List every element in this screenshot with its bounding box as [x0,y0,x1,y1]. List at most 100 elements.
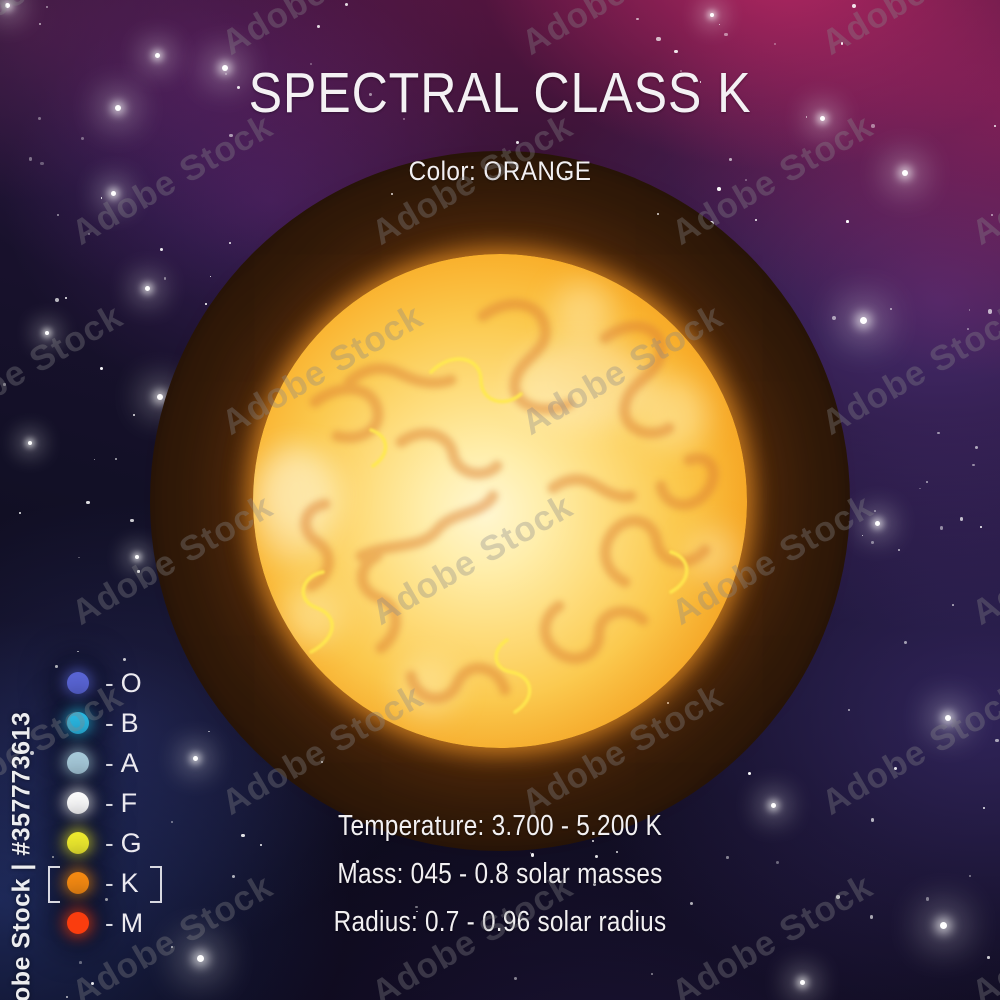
background-star [987,308,993,314]
background-star [137,570,140,573]
background-star [939,526,943,530]
background-star [90,982,94,986]
background-star [513,976,518,981]
background-star [170,820,174,824]
legend-item-B: -B [0,703,144,743]
background-star [806,116,808,118]
background-star [260,843,263,846]
background-star [105,898,109,902]
class-f-dot-icon [67,792,89,814]
legend-label: M [120,907,144,938]
background-star [115,105,121,111]
background-star [207,730,210,733]
background-star [415,910,418,913]
background-star [592,882,596,886]
background-star [836,894,840,899]
background-star [595,855,599,859]
background-star [110,190,116,196]
background-star [123,657,127,662]
background-star [81,137,85,141]
background-star [163,277,167,280]
background-star [982,807,985,810]
background-star [726,856,729,859]
background-star [37,117,41,121]
legend-item-M: -M [0,903,144,943]
background-star [414,905,418,909]
background-star [28,441,32,445]
background-star [529,852,532,855]
background-star [972,463,975,467]
background-star [54,298,59,303]
class-m-dot-icon [67,912,89,934]
background-star [159,248,163,252]
background-star [987,956,990,959]
background-star [130,518,135,523]
background-star [774,42,777,45]
background-star [651,972,653,975]
background-star [710,13,714,17]
background-star [770,802,776,808]
background-star [209,276,211,278]
class-b-dot-icon [67,712,89,734]
background-star [222,65,228,71]
background-star [205,303,207,305]
background-star [45,6,48,9]
background-star [515,140,519,144]
background-star [64,296,67,299]
background-star [747,772,752,776]
background-star [898,549,901,552]
background-star [967,327,969,330]
background-star [86,500,90,505]
background-star [39,22,42,25]
background-star [689,902,694,906]
background-star [889,308,892,311]
background-star [144,285,150,291]
background-star [718,23,720,26]
background-star [974,445,979,449]
background-star [674,49,678,54]
background-star [391,193,393,195]
background-star [344,2,348,7]
background-star [310,62,313,65]
class-g-dot-icon [67,832,89,854]
background-star [869,915,874,919]
background-star [403,118,405,120]
background-star [615,850,619,854]
background-star [846,220,849,223]
background-star [355,859,360,864]
background-star [729,157,733,161]
background-star [939,921,947,929]
plasma-swirls [300,298,719,704]
bracket-left-icon [48,866,60,903]
background-star [30,750,34,755]
background-star [904,641,907,644]
background-star [237,86,241,90]
background-star [959,517,964,521]
background-star [799,979,805,985]
background-star [66,996,69,999]
background-star [565,176,567,178]
bracket-right-icon [150,866,162,903]
background-star [530,852,535,857]
background-star [841,42,844,45]
color-subtitle: Color: ORANGE [408,156,592,186]
background-star [859,316,867,324]
background-star [157,394,163,400]
background-star [874,509,877,512]
background-star [45,331,49,335]
legend-item-A: -A [0,743,144,783]
background-star [368,92,373,97]
background-star [54,664,58,668]
background-star [635,17,639,21]
background-star [667,702,669,704]
background-star [871,124,875,128]
legend-dash: - [105,868,114,898]
legend-label: A [120,747,140,778]
background-star [990,213,993,216]
class-a-dot-icon [67,752,89,774]
legend-item-O: -O [0,663,144,703]
background-star [775,860,780,865]
legend-dash: - [105,908,114,938]
legend-dash: - [105,788,114,818]
